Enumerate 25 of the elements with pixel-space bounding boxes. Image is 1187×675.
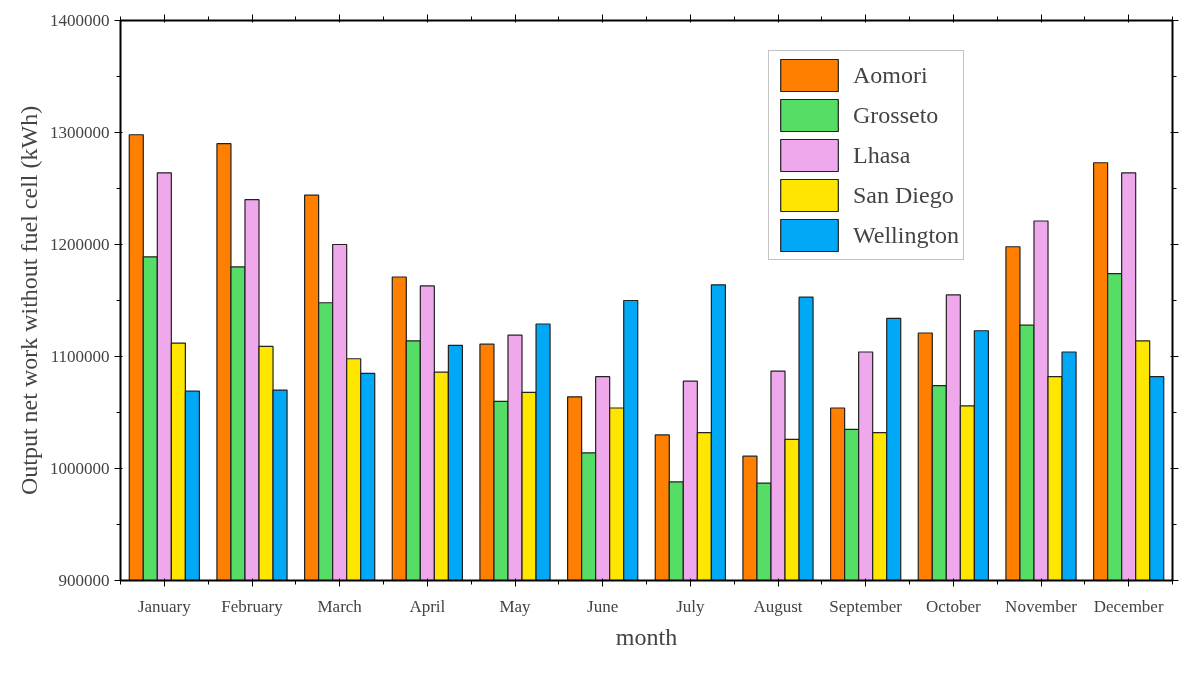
x-tick-label: January [137,596,192,616]
legend-label: Grosseto [853,101,939,129]
x-tick-label: March [317,596,363,616]
y-tick-label: 1000000 [50,459,110,478]
x-tick-label: June [587,596,619,616]
x-tick-label: November [1005,596,1078,616]
y-tick-label: 1100000 [50,347,110,366]
x-tick-label: February [221,596,284,616]
x-tick-label: December [1093,596,1164,616]
legend-label: Wellington [853,221,960,249]
x-tick-label: October [925,596,982,616]
y-tick-label: 1400000 [50,11,110,30]
legend-label: San Diego [853,181,954,209]
x-tick-label: May [499,596,532,616]
y-tick-label: 1300000 [50,123,110,142]
y-tick-label: 900000 [58,571,110,590]
x-tick-label: September [829,596,903,616]
x-axis-title: month [615,623,678,650]
x-tick-label: April [409,596,446,616]
x-tick-label: August [753,596,803,616]
x-tick-label: July [676,596,705,616]
legend-label: Aomori [853,61,928,89]
y-axis-title: Output net work without fuel cell (kWh) [16,105,42,496]
legend-label: Lhasa [853,141,911,169]
y-tick-label: 1200000 [50,235,110,254]
